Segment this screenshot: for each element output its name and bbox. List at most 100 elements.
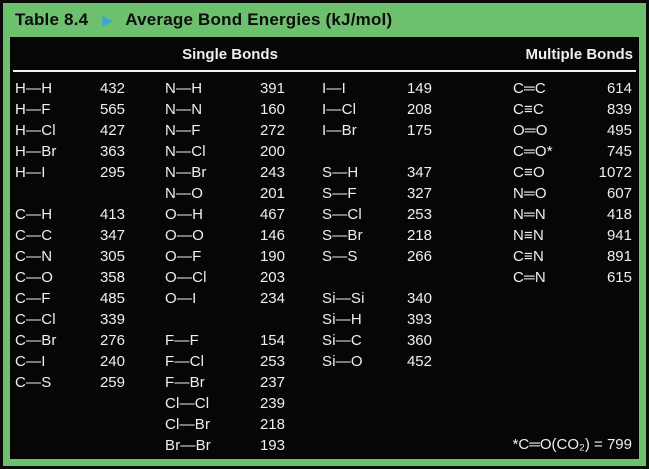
bond-label: F—Br <box>165 374 205 391</box>
table-row: H—H 432 N—H 391 I—I 149 C═C 614 <box>15 78 639 99</box>
table-row: N—O 201 S—F 327 N═O 607 <box>15 183 639 204</box>
bond-label: N—N <box>165 101 203 118</box>
bond-energy-value: 340 <box>406 290 432 307</box>
bond-energy-value: 234 <box>259 290 285 307</box>
bond-energy-value: 253 <box>406 206 432 223</box>
bond-label: Cl—Br <box>165 416 211 433</box>
bond-label <box>15 393 77 414</box>
bond-label <box>322 141 392 162</box>
bond-label <box>322 435 392 456</box>
table-row: C—N 305 O—F 190 S—S 266 C≡N 891 <box>15 246 639 267</box>
bond-label: O—O <box>165 227 204 244</box>
table-row: C—H 413 O—H 467 S—Cl 253 N═N 418 <box>15 204 639 225</box>
bond-energy-value: 239 <box>259 395 285 412</box>
bond-label: N═O <box>513 185 547 202</box>
table-row: C—O 358 O—Cl 203 C═N 615 <box>15 267 639 288</box>
single-bonds-header: Single Bonds <box>182 46 278 63</box>
bond-label <box>322 414 392 435</box>
header-divider <box>13 70 636 72</box>
bond-energy-value: 363 <box>99 143 125 160</box>
bond-energy-value: 418 <box>606 206 632 223</box>
bond-label: I—Br <box>322 122 357 139</box>
bond-energy-value: 432 <box>99 80 125 97</box>
bond-label: C≡O <box>513 164 545 181</box>
table-row: Cl—Br 218 <box>15 414 639 435</box>
bond-energy-value: 347 <box>406 164 432 181</box>
bond-label: C—Br <box>15 332 57 349</box>
bond-energy-value <box>392 393 432 414</box>
footnote: *C═O(CO₂) = 799 <box>512 436 632 453</box>
bond-label: Si—Si <box>322 290 365 307</box>
bond-energy-value: 427 <box>99 122 125 139</box>
bond-energy-value: 201 <box>259 185 285 202</box>
table-row: C—S 259 F—Br 237 <box>15 372 639 393</box>
bond-energy-value: 240 <box>99 353 125 370</box>
bond-energy-value: 745 <box>606 143 632 160</box>
bond-label: C—C <box>15 227 53 244</box>
table-row: Cl—Cl 239 <box>15 393 639 414</box>
bond-energy-value: 276 <box>99 332 125 349</box>
bond-energy-value <box>568 393 632 414</box>
bond-label: N═N <box>513 206 546 223</box>
bond-energy-value <box>568 372 632 393</box>
bond-label: O—Cl <box>165 269 207 286</box>
bond-energy-value: 360 <box>406 332 432 349</box>
bond-energy-value: 607 <box>606 185 632 202</box>
bond-label: C≡N <box>513 248 545 265</box>
bond-energy-value: 272 <box>259 122 285 139</box>
table-row: C—F 485 O—I 234 Si—Si 340 <box>15 288 639 309</box>
bond-energy-value <box>77 414 125 435</box>
bond-label: I—Cl <box>322 101 357 118</box>
table-row: H—F 565 N—N 160 I—Cl 208 C≡C 839 <box>15 99 639 120</box>
bond-label <box>513 309 568 330</box>
bond-label <box>322 372 392 393</box>
bond-label: O—H <box>165 206 204 223</box>
bond-label: C═C <box>513 80 546 97</box>
bond-energy-value: 615 <box>606 269 632 286</box>
bond-energy-value: 218 <box>406 227 432 244</box>
bond-label: F—Cl <box>165 353 205 370</box>
bond-energy-value <box>77 183 125 204</box>
bond-energy-value <box>77 435 125 456</box>
bond-energy-value: 237 <box>259 374 285 391</box>
bond-label: N—O <box>165 185 204 202</box>
bond-energy-value: 146 <box>259 227 285 244</box>
bond-energy-value: 891 <box>606 248 632 265</box>
bond-label: I—I <box>322 80 346 97</box>
bond-energy-value: 485 <box>99 290 125 307</box>
bond-energy-value <box>568 288 632 309</box>
table-row: C—I 240 F—Cl 253 Si—O 452 <box>15 351 639 372</box>
bond-energy-value: 358 <box>99 269 125 286</box>
bond-energy-value: 253 <box>259 353 285 370</box>
bond-label: H—Cl <box>15 122 56 139</box>
bond-label: F—F <box>165 332 199 349</box>
bond-label: C—O <box>15 269 54 286</box>
bond-energy-value <box>392 414 432 435</box>
bond-label: N—Cl <box>165 143 206 160</box>
bond-label <box>322 267 392 288</box>
table-title: Average Bond Energies (kJ/mol) <box>125 10 393 29</box>
bond-energy-value: 941 <box>606 227 632 244</box>
bond-label: C—Cl <box>15 311 56 328</box>
bond-label: N≡N <box>513 227 545 244</box>
bond-energy-value: 203 <box>259 269 285 286</box>
bond-energy-value: 243 <box>259 164 285 181</box>
bond-label <box>165 309 227 330</box>
bond-energy-value: 208 <box>406 101 432 118</box>
bond-energy-value: 391 <box>259 80 285 97</box>
bond-label: N—Br <box>165 164 207 181</box>
bond-label <box>15 183 77 204</box>
bond-label: H—F <box>15 101 51 118</box>
bond-label <box>322 393 392 414</box>
triangle-arrow-icon: ▶ <box>102 12 114 28</box>
bond-energy-value: 305 <box>99 248 125 265</box>
table-row: C—Br 276 F—F 154 Si—C 360 <box>15 330 639 351</box>
bond-label: H—Br <box>15 143 57 160</box>
bond-energy-value: 413 <box>99 206 125 223</box>
bond-label: Cl—Cl <box>165 395 210 412</box>
bond-energy-value <box>568 330 632 351</box>
bond-label <box>513 330 568 351</box>
bond-label: C—H <box>15 206 53 223</box>
bond-label: N—H <box>165 80 203 97</box>
